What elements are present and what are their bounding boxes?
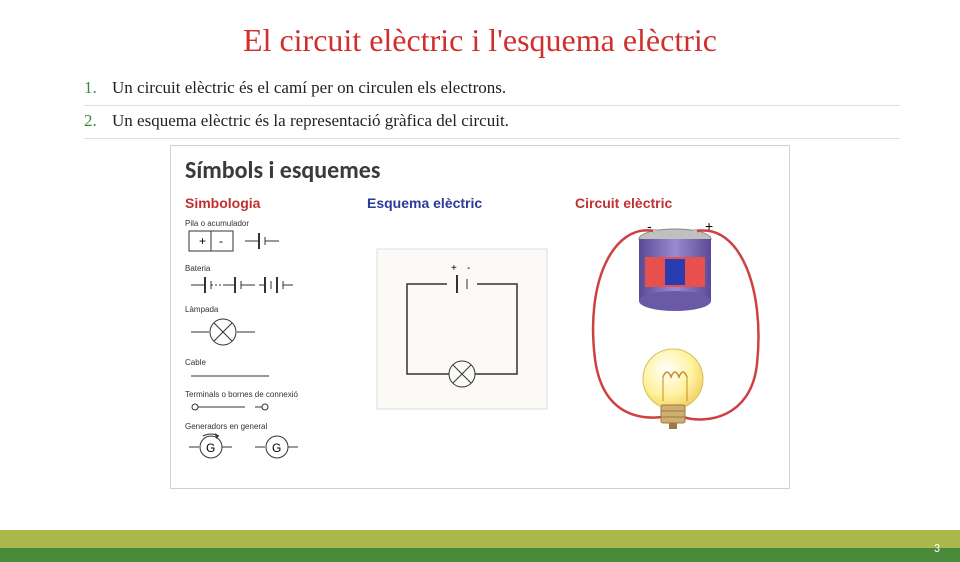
col-circuit: Circuit elèctric bbox=[575, 195, 775, 474]
footer-stripe-olive bbox=[0, 530, 960, 548]
slide-title: El circuit elèctric i l'esquema elèctric bbox=[0, 22, 960, 59]
list-text: Un circuit elèctric és el camí per on ci… bbox=[112, 78, 506, 98]
list-text: Un esquema elèctric és la representació … bbox=[112, 111, 509, 131]
svg-text:+: + bbox=[199, 234, 206, 248]
schematic-diagram: + - bbox=[367, 219, 557, 449]
col-esquema: Esquema elèctric + - bbox=[367, 195, 557, 474]
diagram-card: Símbols i esquemes Simbologia Pila o acu… bbox=[170, 145, 790, 489]
sym-label-pila: Pila o acumulador bbox=[185, 219, 349, 228]
list-item: 1. Un circuit elèctric és el camí per on… bbox=[84, 73, 900, 106]
list-item: 2. Un esquema elèctric és la representac… bbox=[84, 106, 900, 139]
sym-label-cable: Cable bbox=[185, 358, 349, 367]
list-number: 2. bbox=[84, 111, 112, 131]
symbol-bateria-icon bbox=[185, 274, 305, 296]
col-simbologia: Simbologia Pila o acumulador + - Bateria bbox=[185, 195, 349, 474]
symbol-lampada-icon bbox=[185, 315, 265, 349]
sym-label-generadors: Generadors en general bbox=[185, 422, 349, 431]
sym-label-bateria: Bateria bbox=[185, 264, 349, 273]
symbol-generadors-icon: G G bbox=[185, 432, 315, 462]
col-title: Simbologia bbox=[185, 195, 349, 211]
symbol-pila-icon: + - bbox=[185, 229, 295, 255]
schematic-minus: - bbox=[467, 263, 470, 274]
diagram-heading: Símbols i esquemes bbox=[185, 156, 775, 185]
list-number: 1. bbox=[84, 78, 112, 98]
col-title: Circuit elèctric bbox=[575, 195, 775, 211]
symbol-terminals-icon bbox=[185, 401, 275, 413]
sym-label-lampada: Làmpada bbox=[185, 305, 349, 314]
sym-label-terminals: Terminals o bornes de connexió bbox=[185, 390, 349, 399]
col-title: Esquema elèctric bbox=[367, 195, 557, 211]
svg-text:G: G bbox=[206, 441, 215, 455]
svg-text:G: G bbox=[272, 441, 281, 455]
symbol-cable-icon bbox=[185, 371, 275, 381]
definition-list: 1. Un circuit elèctric és el camí per on… bbox=[0, 73, 960, 139]
circuit-drawing: - + bbox=[575, 219, 775, 469]
page-number: 3 bbox=[934, 542, 940, 556]
schematic-plus: + bbox=[451, 263, 457, 274]
slide-footer: 3 bbox=[0, 532, 960, 562]
footer-stripe-green bbox=[0, 548, 960, 562]
svg-text:-: - bbox=[219, 234, 223, 248]
